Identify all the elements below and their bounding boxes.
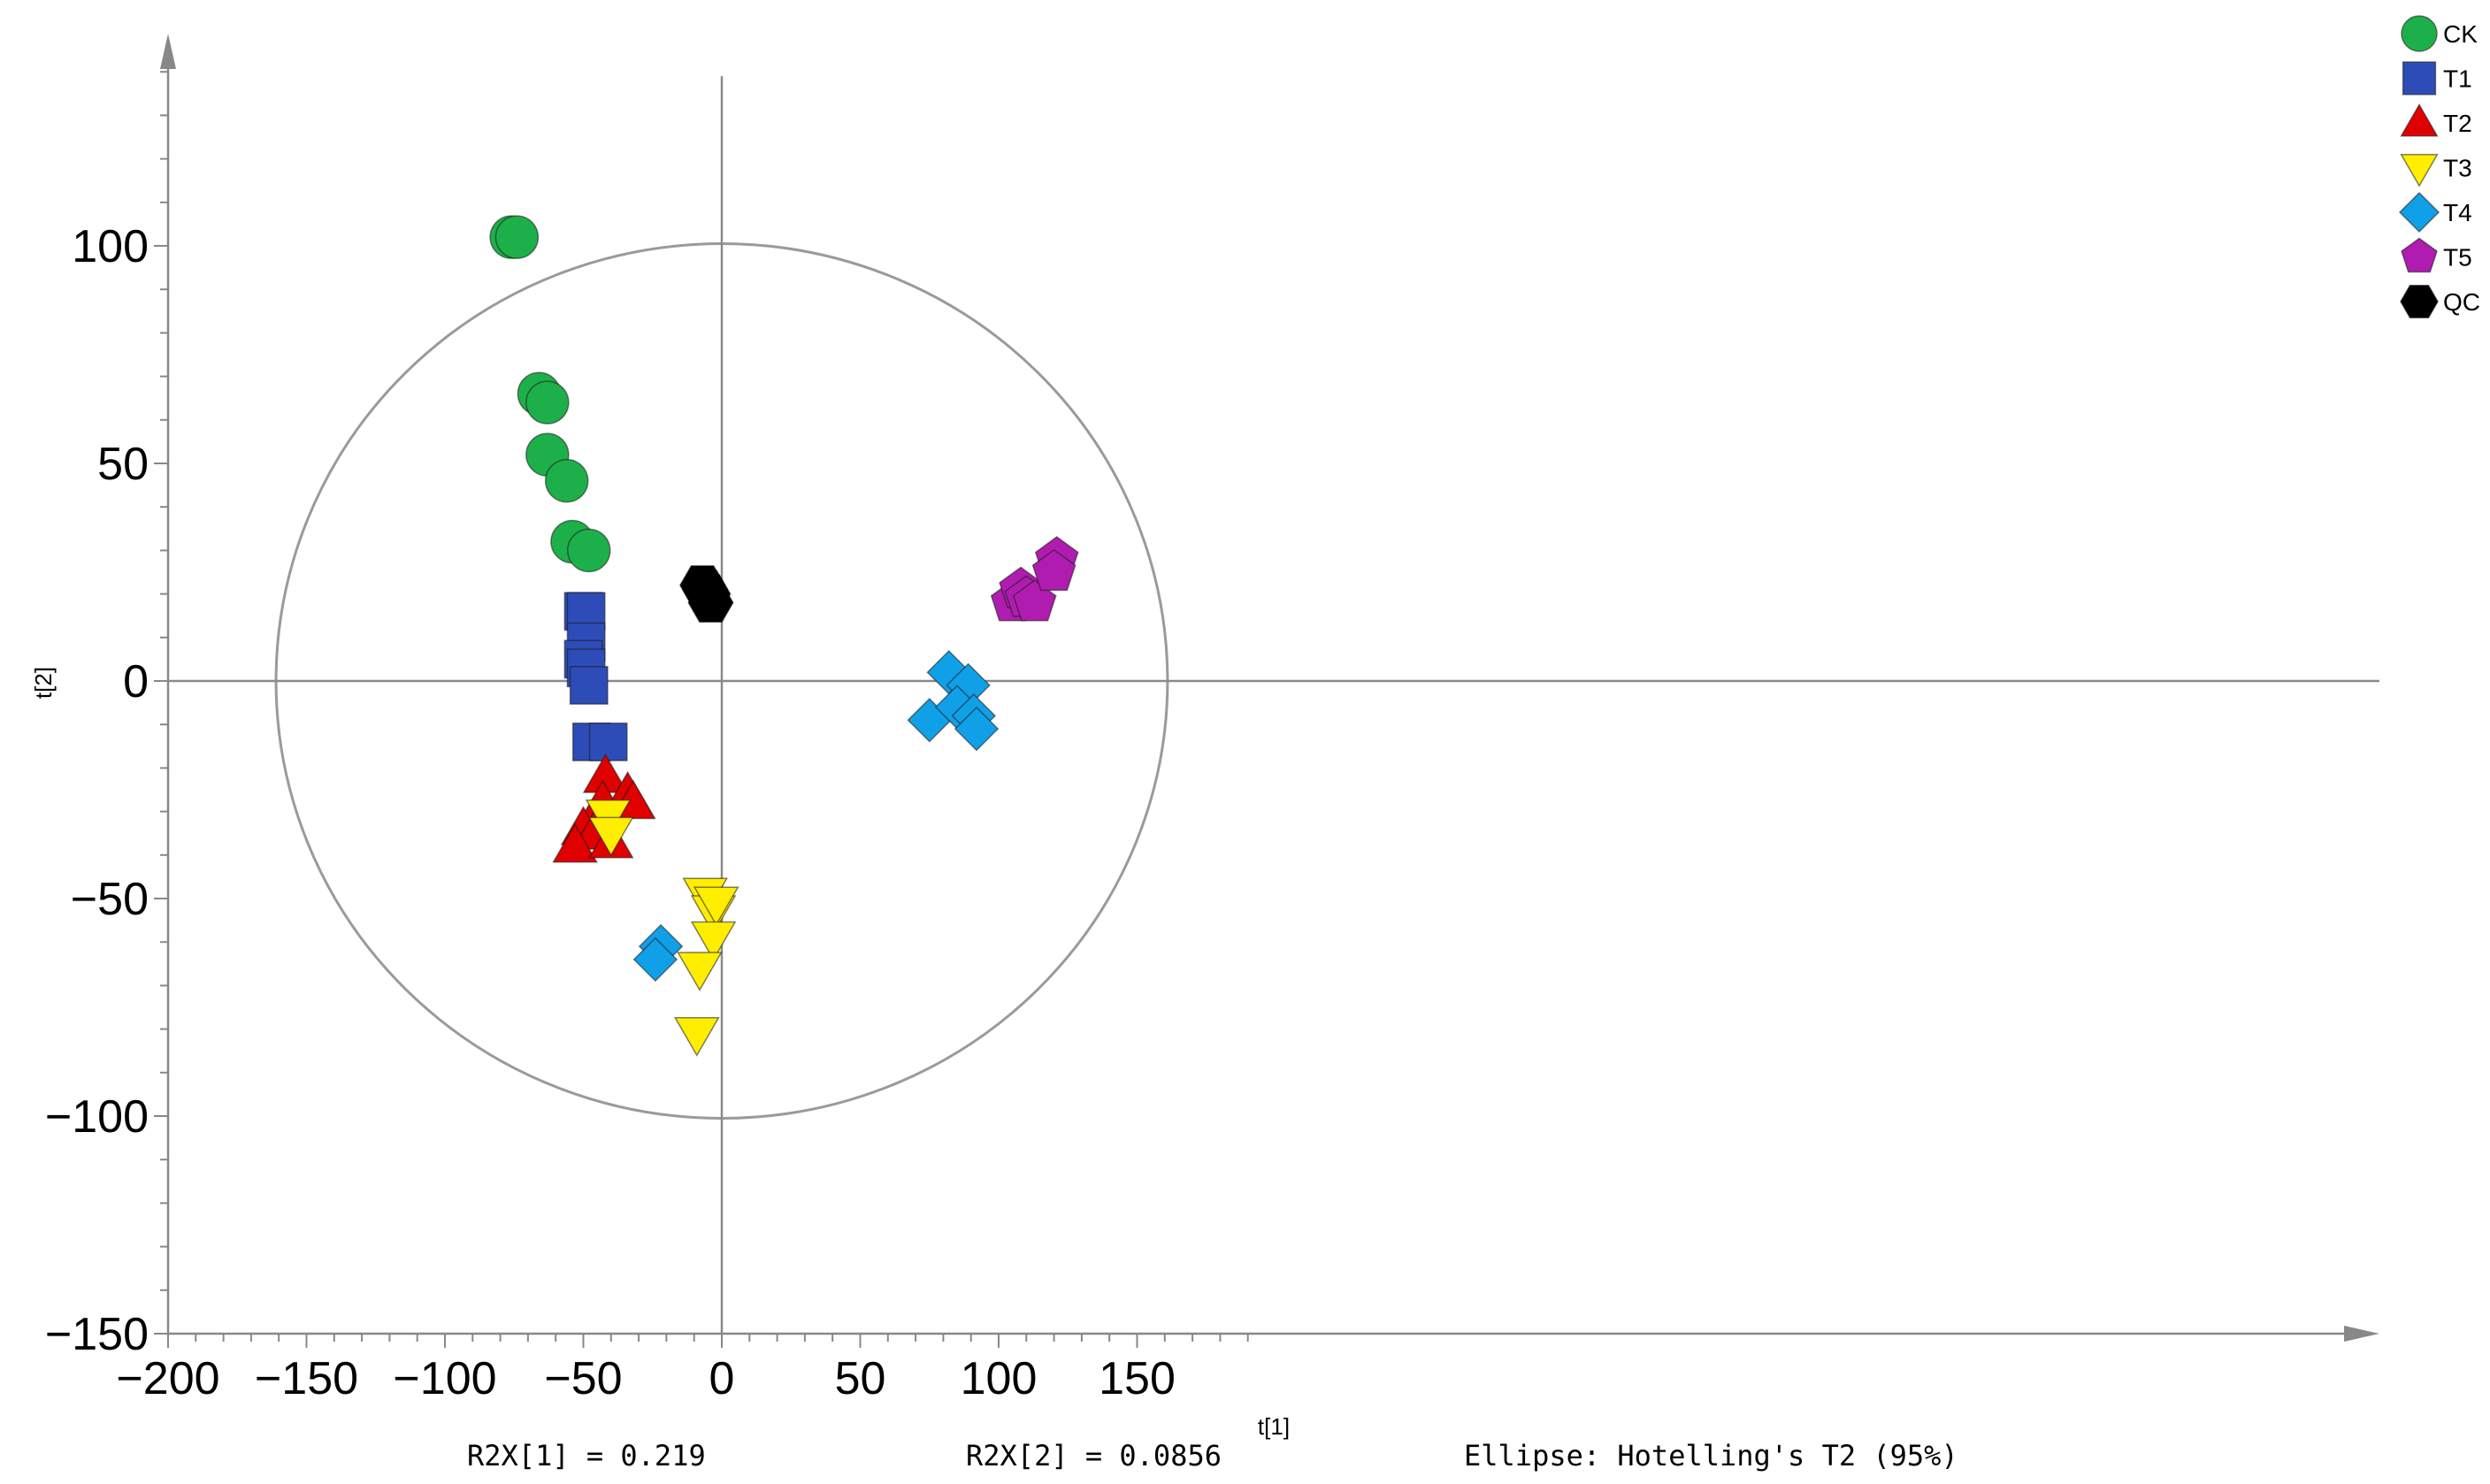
y-axis-arrow (160, 34, 176, 69)
r2x1-label: R2X[1] = 0.219 (467, 1439, 706, 1473)
legend-item-t4: T4 (2398, 191, 2472, 233)
series-qc (679, 565, 734, 623)
series-t5 (990, 536, 1079, 622)
legend-label-t5: T5 (2443, 244, 2472, 272)
y-tick-label: −150 (45, 1309, 149, 1360)
legend-item-t2: T2 (2400, 103, 2472, 137)
x-tick-label: 0 (709, 1353, 735, 1404)
legend-marker-t2 (2400, 103, 2439, 137)
legend-label-t2: T2 (2443, 110, 2472, 137)
legend-marker-qc (2400, 285, 2439, 318)
x-tick-label: −200 (116, 1353, 219, 1404)
series-ck (489, 215, 611, 573)
x-tick-label: 100 (961, 1353, 1038, 1404)
data-point-t1 (569, 666, 609, 705)
x-tick-label: −150 (255, 1353, 358, 1404)
legend-label-t1: T1 (2443, 65, 2472, 93)
data-point-ck (544, 458, 589, 503)
legend-item-t3: T3 (2400, 153, 2472, 187)
series-t4 (632, 649, 1000, 983)
legend-label-ck: CK (2443, 20, 2478, 48)
series-t3 (585, 799, 739, 1057)
data-point-t3 (693, 886, 739, 927)
legend-label-t4: T4 (2443, 199, 2472, 226)
data-point-ck (567, 528, 611, 573)
legend-marker-t3 (2400, 153, 2439, 187)
x-axis-title: t[1] (1258, 1413, 1290, 1440)
reference-lines (168, 76, 2379, 1334)
y-tick-label: 0 (123, 656, 149, 708)
data-point-ck (494, 215, 540, 259)
x-tick-label: 150 (1099, 1353, 1176, 1404)
legend: CK T1 T2 T3 T4 T5 QC (2398, 15, 2480, 318)
y-tick-label: −100 (45, 1091, 149, 1143)
legend-item-ck: CK (2401, 15, 2478, 52)
legend-marker-ck (2401, 15, 2438, 52)
x-axis-arrow (2344, 1326, 2379, 1342)
legend-item-t1: T1 (2402, 61, 2472, 96)
y-tick-label: −50 (71, 874, 149, 925)
data-point-t3 (674, 1017, 720, 1057)
legend-marker-t5 (2401, 237, 2438, 273)
legend-label-t3: T3 (2443, 155, 2472, 182)
axes (154, 34, 2379, 1348)
legend-label-qc: QC (2443, 288, 2480, 316)
y-axis-title: t[2] (30, 667, 57, 699)
data-point-t3 (690, 921, 737, 961)
data-point-t1 (588, 722, 628, 761)
r2x2-label: R2X[2] = 0.0856 (966, 1439, 1222, 1473)
data-point-t3 (588, 816, 634, 857)
data-point-ck (525, 380, 570, 425)
legend-item-qc: QC (2400, 285, 2480, 318)
data-point-t2 (552, 822, 598, 863)
x-tick-label: −50 (544, 1353, 622, 1404)
y-tick-label: 100 (72, 221, 149, 272)
series-t1 (563, 592, 628, 761)
data-point-qc (682, 570, 729, 610)
data-point-t4 (632, 937, 678, 983)
data-points (489, 215, 1079, 1057)
legend-marker-t1 (2402, 61, 2437, 96)
legend-item-t5: T5 (2401, 237, 2472, 273)
y-tick-label: 50 (97, 439, 149, 490)
legend-marker-t4 (2398, 191, 2440, 233)
x-tick-label: 50 (835, 1353, 886, 1404)
data-point-t5 (1031, 548, 1076, 592)
tick-labels: −200 −150 −100 −50 0 50 100 150−150−100−5005010… (45, 221, 1176, 1404)
ellipse-note: Ellipse: Hotelling's T2 (95%) (1464, 1439, 1958, 1473)
data-point-t4 (954, 706, 1000, 752)
x-tick-label: −100 (393, 1353, 496, 1404)
data-point-t3 (677, 952, 723, 991)
